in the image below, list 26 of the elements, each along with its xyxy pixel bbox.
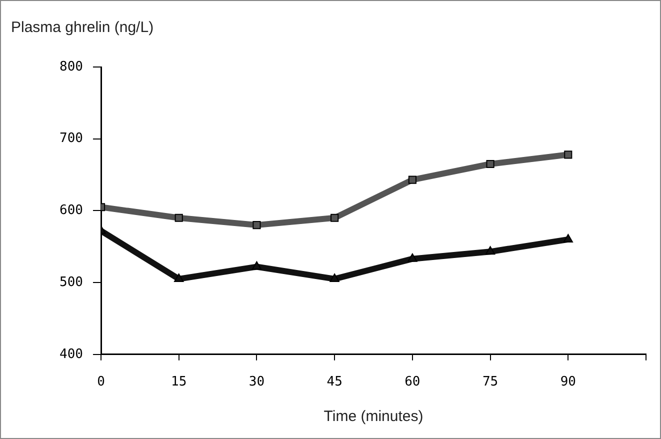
- point: [563, 234, 573, 242]
- y-tick-label: 500: [60, 274, 83, 290]
- y-tick-label: 600: [60, 203, 83, 218]
- x-tick-label: 0: [97, 374, 105, 390]
- point: [330, 273, 340, 282]
- x-tick-label: 45: [326, 374, 342, 390]
- x-tick-label: 15: [171, 374, 187, 390]
- point: [330, 214, 339, 222]
- x-tick-label: 75: [482, 374, 498, 390]
- point: [252, 221, 261, 230]
- x-tick-label: 90: [560, 374, 576, 390]
- x-axis-title: Time (minutes): [324, 408, 424, 426]
- point: [486, 160, 494, 168]
- point: [485, 246, 496, 255]
- point: [252, 261, 262, 270]
- point: [408, 176, 416, 184]
- y-tick-label: 400: [60, 346, 83, 362]
- x-tick-label: 30: [248, 374, 265, 390]
- y-axis-title: Plasma ghrelin (ng/L): [11, 19, 154, 36]
- point: [174, 214, 183, 222]
- point: [174, 273, 184, 282]
- x-tick-label: 60: [404, 374, 420, 390]
- y-tick-label: 800: [60, 59, 83, 74]
- y-tick-label: 700: [60, 131, 83, 146]
- point: [408, 253, 418, 262]
- point: [564, 150, 572, 159]
